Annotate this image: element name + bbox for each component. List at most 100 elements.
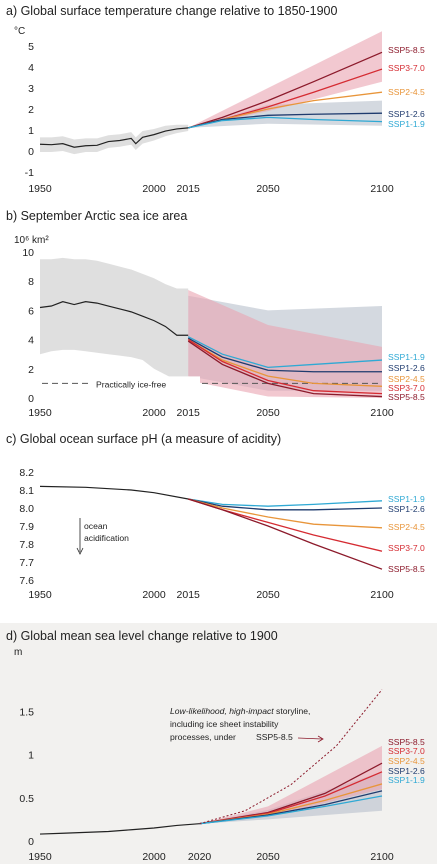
series-line-ssp1-2-6: [187, 337, 382, 373]
series-label-ssp3-7-0: SSP3-7.0: [388, 746, 425, 756]
series-line-ssp1-1-9: [188, 498, 383, 507]
x-tick-label: 2050: [256, 183, 280, 195]
panel-d-y-unit: m: [14, 647, 22, 658]
series-line-ssp1-1-9: [199, 795, 383, 825]
y-tick-label: 8.0: [19, 503, 34, 515]
x-tick-label: 1950: [28, 851, 52, 863]
series-label-ssp1-2-6: SSP1-2.6: [388, 766, 425, 776]
x-tick-label: 2000: [142, 183, 166, 195]
acidification-label-line1: ocean: [84, 521, 108, 531]
ssp126-band-uncertainty-band: [199, 771, 382, 824]
series-line-ssp1-2-6: [188, 112, 383, 129]
ice-free-threshold-label: Practically ice-free: [96, 379, 166, 389]
ssp126-band-uncertainty-band: [188, 100, 382, 128]
y-tick-label: 7.8: [19, 539, 34, 551]
storyline-arrow-head: [317, 735, 324, 743]
historical-line: [39, 485, 189, 500]
series-line-ssp2-4-5: [188, 498, 383, 529]
ssp585-band-uncertainty-band: [188, 289, 382, 398]
series-label-ssp1-1-9: SSP1-1.9: [388, 494, 425, 504]
y-tick-label: 6: [28, 305, 34, 317]
storyline-text-line1: Low-likelihood, high-impact storyline,: [170, 706, 310, 716]
x-tick-label: 2015: [177, 407, 201, 419]
y-tick-label: 7.7: [19, 557, 34, 569]
y-tick-label: 0: [28, 836, 34, 848]
series-label-ssp1-1-9: SSP1-1.9: [388, 352, 425, 362]
panel-a: a) Global surface temperature change rel…: [6, 4, 425, 195]
y-tick-label: 0: [28, 393, 34, 405]
y-tick-label: 0: [28, 146, 34, 158]
y-tick-label: -1: [25, 167, 34, 179]
panel-b-y-unit: 10⁶ km²: [14, 235, 49, 246]
series-label-ssp1-1-9: SSP1-1.9: [388, 119, 425, 129]
panel-b-title: b) September Arctic sea ice area: [6, 209, 187, 223]
panel-a-title: a) Global surface temperature change rel…: [6, 4, 337, 18]
x-tick-label: 2000: [142, 407, 166, 419]
y-tick-label: 2: [28, 364, 34, 376]
panel-d-background: [0, 623, 437, 864]
panel-c-title: c) Global ocean surface pH (a measure of…: [6, 432, 281, 446]
storyline-arrow-shaft: [297, 737, 323, 740]
series-label-ssp3-7-0: SSP3-7.0: [388, 383, 425, 393]
series-line-ssp3-7-0: [187, 339, 383, 395]
series-line-ssp2-4-5: [187, 339, 383, 387]
y-tick-label: 4: [28, 335, 34, 347]
historical-line: [39, 127, 189, 148]
x-tick-label: 1950: [28, 183, 52, 195]
y-tick-label: 4: [28, 62, 34, 74]
x-tick-label: 2050: [256, 407, 280, 419]
x-tick-label: 2000: [142, 589, 166, 601]
acidification-arrow-head: [76, 547, 84, 555]
series-line-ssp5-8-5: [187, 340, 383, 398]
series-label-ssp1-1-9: SSP1-1.9: [388, 775, 425, 785]
x-tick-label: 2050: [256, 589, 280, 601]
series-label-ssp5-8-5: SSP5-8.5: [388, 392, 425, 402]
series-label-ssp2-4-5: SSP2-4.5: [388, 374, 425, 384]
storyline-text-line2: including ice sheet instability: [170, 719, 279, 729]
series-line-ssp5-8-5: [188, 498, 383, 570]
series-label-ssp5-8-5: SSP5-8.5: [388, 45, 425, 55]
panel-d: d) Global mean sea level change relative…: [6, 629, 425, 863]
storyline-italic-text: Low-likelihood, high-impact: [170, 706, 274, 716]
x-tick-label: 2100: [370, 183, 394, 195]
series-label-ssp2-4-5: SSP2-4.5: [388, 756, 425, 766]
y-tick-label: 5: [28, 41, 34, 53]
series-line-ssp1-1-9: [187, 336, 383, 368]
y-tick-label: 8.1: [19, 485, 34, 497]
x-tick-label: 2015: [177, 589, 201, 601]
series-label-ssp2-4-5: SSP2-4.5: [388, 87, 425, 97]
series-label-ssp5-8-5: SSP5-8.5: [388, 564, 425, 574]
ssp585-band-uncertainty-band: [188, 31, 382, 128]
y-tick-label: 1.5: [19, 706, 34, 718]
y-tick-label: 1: [28, 125, 34, 137]
series-line-ssp1-1-9: [188, 116, 383, 129]
panel-a-y-unit: °C: [14, 26, 25, 37]
series-label-ssp2-4-5: SSP2-4.5: [388, 522, 425, 532]
panel-c: c) Global ocean surface pH (a measure of…: [6, 432, 425, 601]
y-tick-label: 7.9: [19, 521, 34, 533]
x-tick-label: 2100: [370, 407, 394, 419]
x-tick-label: 2100: [370, 589, 394, 601]
storyline-text-rest: storyline,: [274, 706, 311, 716]
series-line-ssp5-8-5: [188, 51, 383, 129]
x-tick-label: 2015: [177, 183, 201, 195]
x-tick-label: 2020: [188, 851, 212, 863]
x-tick-label: 1950: [28, 407, 52, 419]
y-tick-label: 8: [28, 276, 34, 288]
series-label-ssp5-8-5: SSP5-8.5: [388, 737, 425, 747]
threshold-label-background: [92, 376, 200, 390]
storyline-text-line3: processes, under: [170, 732, 236, 742]
series-label-ssp3-7-0: SSP3-7.0: [388, 543, 425, 553]
series-line-ssp1-2-6: [188, 498, 383, 511]
y-tick-label: 2: [28, 104, 34, 116]
series-label-ssp3-7-0: SSP3-7.0: [388, 63, 425, 73]
acidification-label-line2: acidification: [84, 533, 129, 543]
series-label-ssp1-2-6: SSP1-2.6: [388, 363, 425, 373]
y-tick-label: 7.6: [19, 575, 34, 587]
y-tick-label: 0.5: [19, 793, 34, 805]
historical-line: [39, 301, 189, 336]
historical-uncertainty-band: [40, 124, 189, 155]
x-tick-label: 2050: [256, 851, 280, 863]
storyline-scenario: SSP5-8.5: [256, 732, 293, 742]
